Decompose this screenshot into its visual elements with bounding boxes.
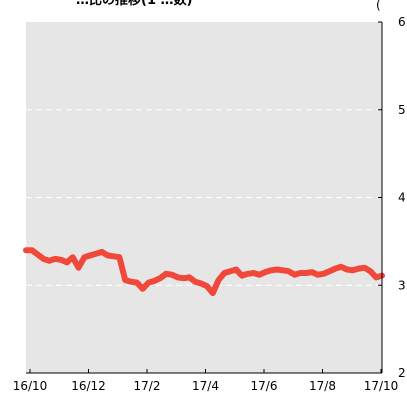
y-axis-unit-label: (: [376, 0, 381, 12]
x-tick-label: 16/12: [71, 379, 106, 393]
x-tick-label: 17/4: [192, 379, 219, 393]
plot-area: [26, 22, 382, 373]
y-tick-label: 4: [398, 191, 406, 205]
y-tick-label: 6: [398, 15, 406, 29]
y-tick-label: 2: [398, 366, 406, 380]
x-axis-ticks: 16/10 16/12 17/2 17/4 17/6 17/8 17/10: [13, 369, 399, 393]
chart-title: …比の推移(1 …数): [76, 0, 192, 8]
y-tick-label: 3: [398, 278, 406, 292]
x-tick-label: 17/2: [134, 379, 161, 393]
series-line: [23, 247, 385, 297]
x-tick-label: 17/8: [309, 379, 336, 393]
x-tick-label: 16/10: [13, 379, 48, 393]
x-tick-label: 17/6: [251, 379, 278, 393]
data-series: [23, 247, 385, 297]
y-tick-label: 5: [398, 103, 406, 117]
x-tick-label: 17/10: [364, 379, 399, 393]
y-axis-ticks: 6 5 4 3 2: [378, 15, 406, 380]
